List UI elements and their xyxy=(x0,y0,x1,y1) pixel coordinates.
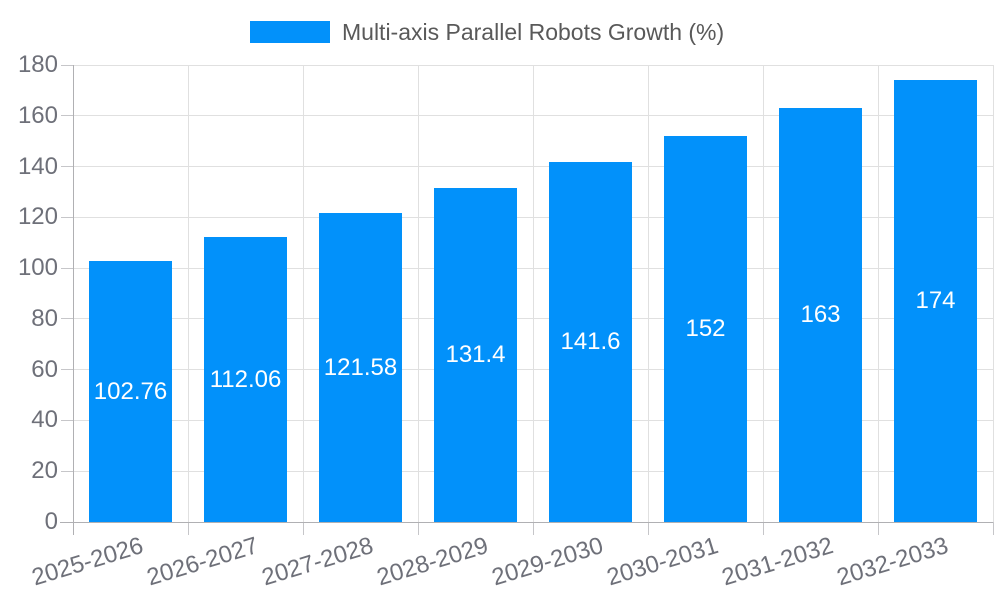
bar-value-label: 152 xyxy=(685,315,726,343)
bar[interactable] xyxy=(664,136,747,522)
y-tick xyxy=(61,64,73,66)
x-gridline xyxy=(532,65,534,522)
bar-value-label: 163 xyxy=(800,301,841,329)
x-axis-label: 2031-2032 xyxy=(718,532,837,592)
y-tick xyxy=(61,470,73,472)
bar[interactable] xyxy=(779,108,862,522)
y-axis-label: 20 xyxy=(31,457,58,485)
x-axis-line xyxy=(60,521,993,523)
y-axis-label: 180 xyxy=(17,51,58,78)
x-axis-label: 2026-2027 xyxy=(143,532,262,592)
x-gridline xyxy=(992,65,994,522)
x-axis-label: 2029-2030 xyxy=(488,532,607,592)
bar[interactable] xyxy=(894,80,977,522)
bar-value-label: 121.58 xyxy=(323,353,398,381)
y-tick xyxy=(61,318,73,320)
x-tick xyxy=(762,522,764,535)
y-axis-label: 40 xyxy=(31,406,58,434)
x-axis-label: 2032-2033 xyxy=(833,532,952,592)
x-gridline xyxy=(302,65,304,522)
y-tick xyxy=(61,115,73,117)
x-gridline xyxy=(877,65,879,522)
bar-value-label: 102.76 xyxy=(93,377,168,405)
x-tick xyxy=(187,522,189,535)
bar[interactable] xyxy=(89,261,172,522)
bar[interactable] xyxy=(204,237,287,522)
bar-value-label: 141.6 xyxy=(560,328,621,356)
y-axis-label: 0 xyxy=(44,508,58,535)
legend-item[interactable]: Multi-axis Parallel Robots Growth (%) xyxy=(250,20,724,44)
x-tick xyxy=(532,522,534,535)
x-axis-label: 2025-2026 xyxy=(28,532,147,592)
bar[interactable] xyxy=(319,213,402,522)
x-gridline xyxy=(647,65,649,522)
x-tick xyxy=(417,522,419,535)
legend-swatch xyxy=(250,21,330,43)
x-tick xyxy=(992,522,994,535)
y-axis-label: 160 xyxy=(17,101,58,129)
y-tick xyxy=(61,216,73,218)
bar-value-label: 174 xyxy=(915,287,956,315)
x-axis-label: 2027-2028 xyxy=(258,532,377,592)
x-axis-label: 2030-2031 xyxy=(603,532,722,592)
x-tick xyxy=(647,522,649,535)
x-gridline xyxy=(417,65,419,522)
x-gridline xyxy=(762,65,764,522)
y-axis-label: 80 xyxy=(31,304,58,332)
y-axis-label: 120 xyxy=(17,203,58,231)
y-tick xyxy=(61,419,73,421)
y-axis-label: 60 xyxy=(31,355,58,383)
y-tick xyxy=(61,267,73,269)
bar-value-label: 131.4 xyxy=(445,341,506,369)
y-tick xyxy=(61,166,73,168)
x-axis-label: 2028-2029 xyxy=(373,532,492,592)
legend-label: Multi-axis Parallel Robots Growth (%) xyxy=(342,19,725,45)
x-gridline xyxy=(187,65,189,522)
y-tick xyxy=(61,369,73,371)
bar[interactable] xyxy=(549,162,632,522)
y-axis-label: 140 xyxy=(17,152,58,180)
bar[interactable] xyxy=(434,188,517,522)
x-tick xyxy=(302,522,304,535)
y-axis-label: 100 xyxy=(17,254,58,282)
x-tick xyxy=(877,522,879,535)
bar-value-label: 112.06 xyxy=(209,365,282,393)
y-axis-line xyxy=(72,65,74,535)
